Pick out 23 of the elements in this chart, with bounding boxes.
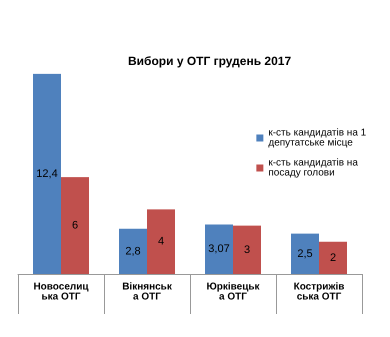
data-label: 3,07 bbox=[208, 243, 230, 256]
x-tick-label: Кострижівська ОТГ bbox=[294, 282, 344, 302]
bar bbox=[61, 177, 89, 274]
bar bbox=[147, 209, 175, 274]
bar bbox=[205, 224, 233, 274]
bar bbox=[119, 228, 147, 274]
bar bbox=[291, 234, 319, 274]
data-label: 3 bbox=[244, 244, 250, 256]
data-label: 12,4 bbox=[36, 168, 58, 180]
x-tick-label: Новоселицька ОТГ bbox=[33, 282, 90, 302]
chart-title: Вибори у ОТГ грудень 2017 bbox=[128, 54, 292, 68]
data-label: 2 bbox=[330, 252, 336, 264]
legend-label: к-сть кандидатів на посаду голови bbox=[268, 158, 361, 178]
data-label: 6 bbox=[72, 220, 78, 232]
x-tick-label: Вікнянська ОТГ bbox=[122, 282, 173, 302]
bar bbox=[33, 74, 61, 274]
data-label: 2,5 bbox=[297, 248, 313, 260]
x-tick-label: Юрківецька ОТГ bbox=[206, 282, 261, 302]
data-label: 2,8 bbox=[125, 245, 141, 258]
bar bbox=[319, 242, 347, 274]
bar bbox=[233, 226, 261, 274]
legend-label: к-сть кандидатів на 1 депутатське місце bbox=[268, 128, 370, 148]
data-label: 4 bbox=[158, 236, 164, 248]
